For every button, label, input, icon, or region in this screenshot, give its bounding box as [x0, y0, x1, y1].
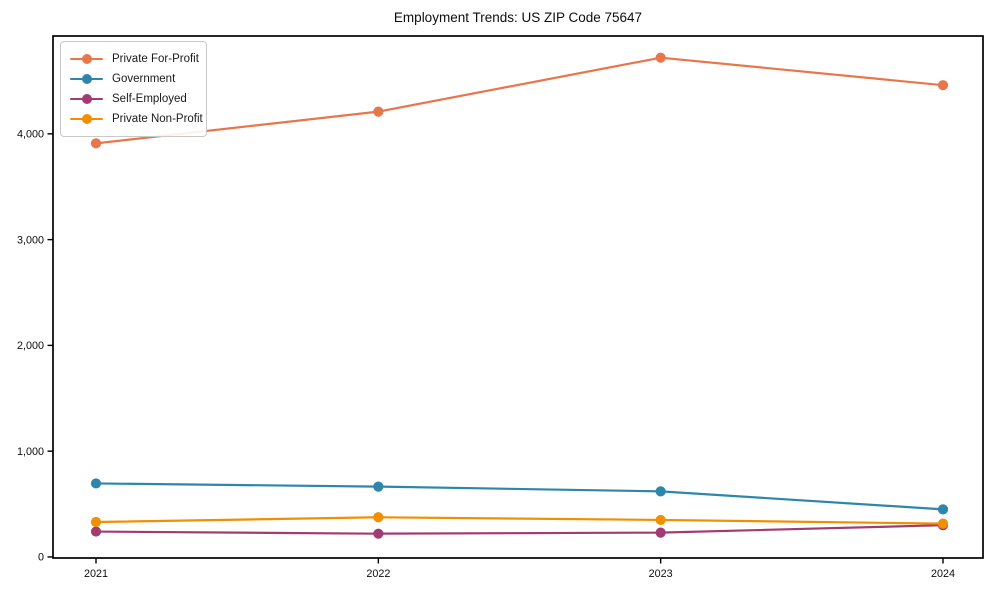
chart-title: Employment Trends: US ZIP Code 75647: [393, 10, 643, 25]
series-line: [94, 482, 945, 511]
data-point-marker: [373, 512, 384, 523]
y-tick-label: 0: [38, 552, 44, 564]
legend-line-marker-icon: [70, 114, 103, 125]
data-point-marker: [655, 486, 666, 497]
data-point-marker: [373, 528, 384, 539]
data-point-marker: [655, 527, 666, 538]
data-point-marker: [90, 138, 102, 149]
y-tick-label: 4,000: [17, 129, 44, 141]
legend-item: Self-Employed: [70, 89, 196, 109]
legend-label: Self-Employed: [112, 93, 187, 105]
y-tick-label: 2,000: [17, 340, 44, 352]
y-tick-label: 3,000: [17, 234, 44, 246]
legend-item: Private Non-Profit: [70, 109, 203, 129]
legend-item: Private For-Profit: [70, 49, 199, 69]
data-point-marker: [90, 526, 102, 537]
legend-line-marker-icon: [70, 54, 103, 65]
legend-line-marker-icon: [70, 74, 103, 85]
data-point-marker: [937, 504, 949, 515]
y-tick-label: 1,000: [17, 446, 44, 458]
x-tick-label: 2022: [366, 568, 390, 580]
data-point-marker: [655, 514, 666, 526]
x-tick-label: 2023: [649, 568, 673, 580]
data-point-marker: [90, 516, 102, 528]
plot-frame: [52, 35, 984, 559]
data-point-marker: [937, 518, 949, 529]
legend-line-marker-icon: [70, 94, 103, 105]
series-line: [94, 524, 945, 535]
data-point-marker: [373, 481, 384, 492]
data-point-marker: [90, 478, 102, 489]
x-tick-label: 2021: [84, 568, 108, 580]
legend-label: Private For-Profit: [112, 53, 199, 65]
series-line: [94, 56, 945, 145]
data-point-marker: [937, 80, 949, 91]
data-point-marker: [655, 52, 666, 63]
legend-label: Government: [112, 73, 176, 85]
x-tick-label: 2024: [931, 568, 955, 580]
data-point-marker: [373, 106, 384, 117]
series-line: [94, 516, 945, 525]
legend-item: Government: [70, 69, 196, 89]
legend: Private For-Profit Government Self-Employe…: [60, 41, 207, 137]
legend-label: Private Non-Profit: [112, 113, 203, 125]
